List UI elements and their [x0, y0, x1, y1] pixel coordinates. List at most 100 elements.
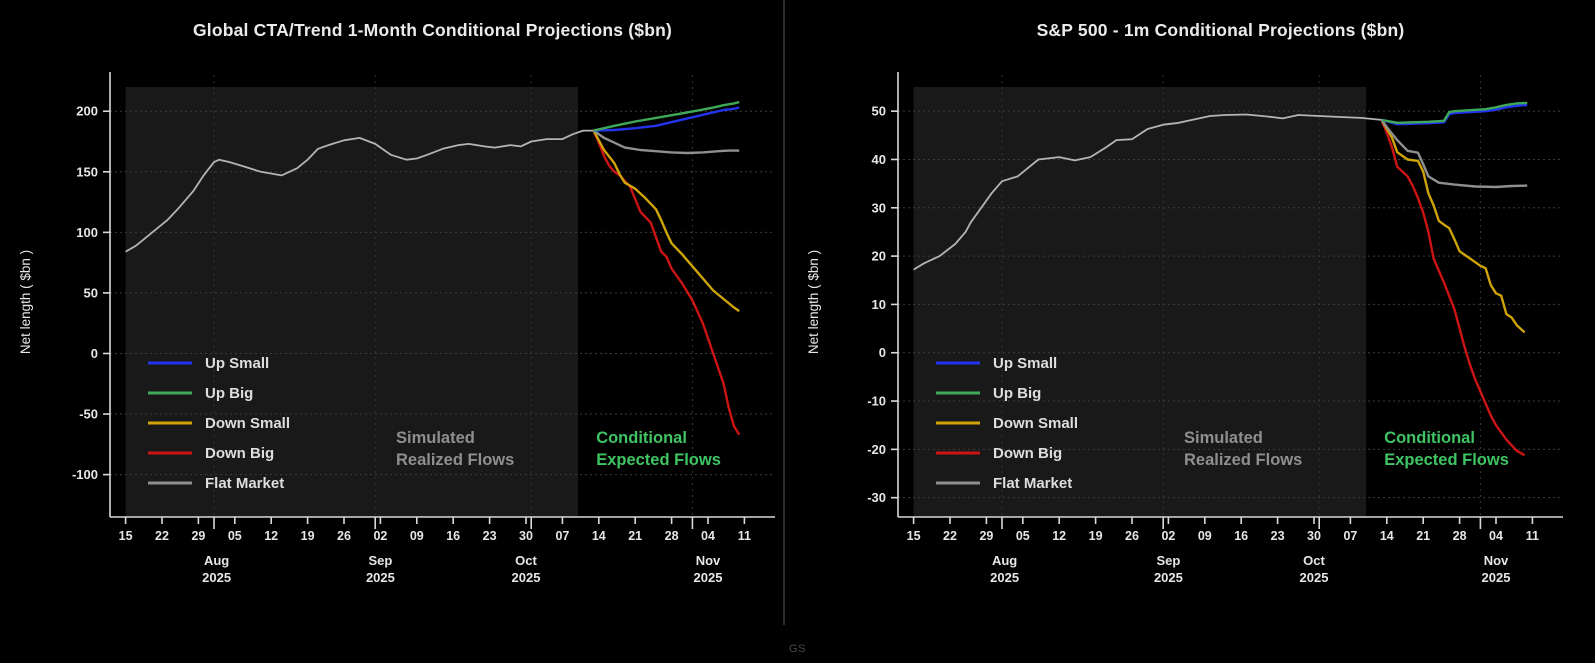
annotation-conditional-expected: Conditional Expected Flows	[596, 429, 721, 469]
source-watermark: GS	[789, 643, 806, 655]
y-axis: -30 -20 -10 0 10 20 30 40 50 Net length ( $bn )	[806, 104, 898, 505]
x-tick-label: 14	[592, 529, 606, 543]
month-label: Nov	[1484, 553, 1509, 568]
projection-line-down-big	[592, 130, 741, 436]
chart-canvas-right: -30 -20 -10 0 10 20 30 40 50 Net length ( $bn ) 15…	[806, 72, 1563, 585]
annotation-line: Conditional	[1384, 429, 1475, 447]
x-tick-label: 16	[1234, 529, 1248, 543]
month-label: Oct	[515, 553, 537, 568]
axes	[897, 72, 1563, 518]
legend-item-flat-market: Flat Market	[148, 475, 284, 492]
y-tick-label: 10	[872, 297, 886, 312]
x-tick-label: 22	[943, 529, 957, 543]
year-label: 2025	[202, 570, 231, 585]
annotation-simulated-realized: Simulated Realized Flows	[1184, 429, 1302, 469]
x-tick-label: 21	[628, 529, 642, 543]
chart-title-left: Global CTA/Trend 1-Month Conditional Pro…	[192, 20, 673, 40]
year-label: 2025	[1154, 570, 1183, 585]
legend-label: Down Small	[993, 415, 1078, 432]
x-tick-label: 23	[1271, 529, 1285, 543]
panel-divider	[783, 0, 785, 625]
annotation-line: Realized Flows	[396, 451, 514, 469]
legend-label: Up Small	[205, 355, 269, 372]
month-label: Oct	[1303, 553, 1325, 568]
x-tick-label: 05	[228, 529, 242, 543]
x-axis: 15 22 29 05 12 19 26 02 09 16 23 30 07 14 21 28 04 11 Aug 2…	[119, 517, 751, 585]
realized-line	[913, 113, 1382, 271]
legend-label: Up Small	[993, 355, 1057, 372]
chart-panel-left: Global CTA/Trend 1-Month Conditional Pro…	[0, 0, 783, 640]
month-label: Nov	[696, 553, 721, 568]
annotation-line: Conditional	[596, 429, 687, 447]
legend-item-down-big: Down Big	[936, 445, 1062, 462]
legend-label: Flat Market	[205, 475, 284, 492]
x-tick-label: 11	[738, 529, 751, 543]
shaded-region	[913, 87, 1366, 517]
legend-item-down-small: Down Small	[148, 415, 290, 432]
legend-item-up-small: Up Small	[936, 355, 1057, 372]
y-tick-label: -30	[867, 490, 886, 505]
grid	[898, 75, 1562, 517]
x-tick-label: 04	[701, 529, 715, 543]
annotation-line: Simulated	[396, 429, 475, 447]
y-tick-label: 50	[84, 285, 98, 300]
x-tick-label: 12	[1052, 529, 1066, 543]
year-label: 2025	[694, 570, 723, 585]
y-tick-label: -10	[867, 394, 886, 409]
y-tick-label: -100	[72, 467, 98, 482]
x-tick-label: 07	[555, 529, 569, 543]
y-axis-label: Net length ( $bn )	[806, 250, 821, 354]
y-tick-label: 0	[879, 345, 886, 360]
x-tick-label: 15	[907, 529, 921, 543]
x-tick-label: 09	[410, 529, 424, 543]
projection-line-down-small	[1380, 119, 1526, 334]
shaded-region	[125, 87, 578, 517]
x-tick-label: 29	[191, 529, 205, 543]
month-label: Sep	[368, 553, 392, 568]
projection-line-down-big	[1380, 119, 1526, 457]
year-label: 2025	[1482, 570, 1511, 585]
legend-item-up-big: Up Big	[148, 385, 253, 402]
series	[913, 101, 1528, 457]
year-label: 2025	[512, 570, 541, 585]
x-tick-label: 19	[301, 529, 315, 543]
legend-label: Up Big	[205, 385, 253, 402]
legend-item-down-big: Down Big	[148, 445, 274, 462]
legend-label: Up Big	[993, 385, 1041, 402]
annotation-simulated-realized: Simulated Realized Flows	[396, 429, 514, 469]
x-tick-label: 04	[1489, 529, 1503, 543]
x-tick-label: 11	[1526, 529, 1539, 543]
projection-line-down-small	[592, 130, 740, 313]
annotation-conditional-expected: Conditional Expected Flows	[1384, 429, 1509, 469]
month-label: Aug	[204, 553, 229, 568]
legend-item-flat-market: Flat Market	[936, 475, 1072, 492]
projection-line-up-big	[1381, 101, 1528, 125]
legend-label: Down Small	[205, 415, 290, 432]
x-axis: 15 22 29 05 12 19 26 02 09 16 23 30 07 14 21 28 04 11 Aug 2…	[907, 517, 1539, 585]
x-tick-label: 28	[665, 529, 679, 543]
x-tick-label: 02	[1161, 529, 1175, 543]
projection-line-up-big	[593, 100, 740, 132]
y-axis-label: Net length ( $bn )	[18, 250, 33, 354]
x-tick-label: 07	[1343, 529, 1357, 543]
y-tick-label: -50	[79, 407, 98, 422]
projection-line-up-small	[1381, 103, 1528, 126]
x-tick-label: 29	[979, 529, 993, 543]
legend-item-up-small: Up Small	[148, 355, 269, 372]
annotation-line: Expected Flows	[1384, 451, 1509, 469]
projection-line-flat-market	[592, 129, 740, 155]
y-tick-label: 150	[76, 164, 98, 179]
shaded-rect	[913, 87, 1366, 517]
month-label: Sep	[1156, 553, 1180, 568]
y-tick-label: 20	[872, 249, 886, 264]
x-tick-label: 26	[1125, 529, 1139, 543]
legend: Up Small Up Big Down Small Down Big Flat Mar…	[936, 355, 1078, 492]
projection-line-flat-market	[1380, 119, 1528, 189]
annotation-line: Simulated	[1184, 429, 1263, 447]
x-tick-label: 14	[1380, 529, 1394, 543]
x-tick-label: 21	[1416, 529, 1430, 543]
year-label: 2025	[366, 570, 395, 585]
x-tick-label: 05	[1016, 529, 1030, 543]
y-tick-label: -20	[867, 442, 886, 457]
